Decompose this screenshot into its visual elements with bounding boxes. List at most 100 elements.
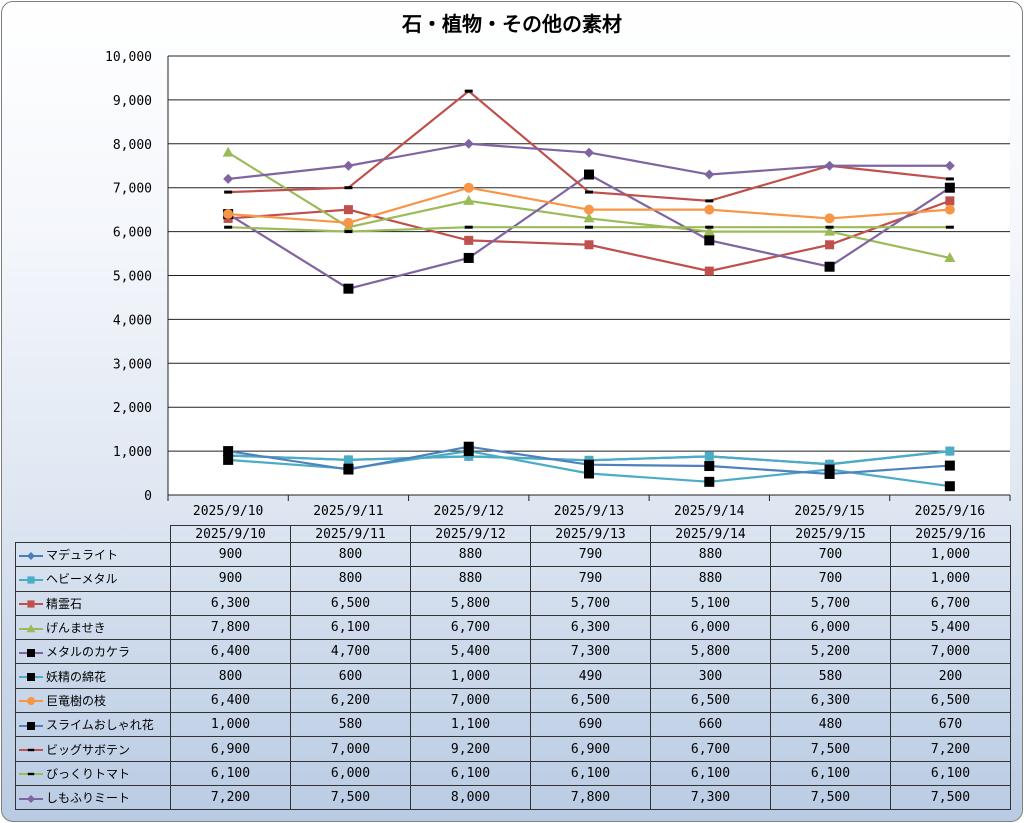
table-cell: 660 xyxy=(650,712,771,738)
x-tick-label: 2025/9/10 xyxy=(193,504,263,519)
data-point xyxy=(945,177,954,181)
legend-label: ヘビーメタル xyxy=(15,566,171,592)
legend-key xyxy=(19,748,43,752)
data-point xyxy=(464,235,474,245)
series-line xyxy=(223,441,955,479)
table-cell: 7,200 xyxy=(170,784,291,811)
data-point xyxy=(585,225,593,229)
data-point xyxy=(584,147,594,158)
legend-label: ビッグサボテン xyxy=(15,736,171,762)
data-point xyxy=(945,446,955,456)
series-name: げんませき xyxy=(46,621,106,636)
x-tick-label: 2025/9/13 xyxy=(554,504,624,519)
data-point xyxy=(464,451,474,461)
table-cell: 7,500 xyxy=(770,784,891,811)
data-point xyxy=(463,138,474,149)
data-point xyxy=(27,697,35,706)
table-cell: 5,400 xyxy=(410,639,531,665)
data-point xyxy=(584,204,594,215)
table-cell: 7,000 xyxy=(290,736,411,762)
data-point xyxy=(704,476,715,487)
y-tick-label: 5,000 xyxy=(113,270,152,285)
data-point xyxy=(27,773,35,776)
table-cell: 9,200 xyxy=(410,736,531,762)
table-cell: 5,700 xyxy=(770,590,891,616)
table-column-header: 2025/9/14 xyxy=(650,525,771,543)
table-column-header: 2025/9/16 xyxy=(890,525,1011,543)
data-point xyxy=(944,481,955,492)
legend-label: 妖精の綿花 xyxy=(15,663,171,689)
table-cell: 8,000 xyxy=(410,784,531,811)
table-column-header: 2025/9/15 xyxy=(770,525,891,543)
data-point xyxy=(223,446,234,457)
legend-label: 巨竜樹の枝 xyxy=(15,687,171,714)
table-cell: 6,900 xyxy=(170,736,291,762)
data-point xyxy=(704,169,715,180)
table-cell: 900 xyxy=(170,541,291,568)
data-point xyxy=(944,160,955,171)
table-column-header: 2025/9/13 xyxy=(530,525,651,543)
table-column-header: 2025/9/12 xyxy=(410,525,531,543)
data-point xyxy=(224,225,233,229)
series-name: しもふりミート xyxy=(46,791,131,806)
legend-label: メタルのカケラ xyxy=(15,639,171,665)
data-point xyxy=(463,441,474,452)
data-point xyxy=(27,794,35,803)
table-cell: 6,400 xyxy=(170,639,291,665)
table-cell: 6,700 xyxy=(650,736,771,762)
data-point xyxy=(343,160,354,171)
table-cell: 700 xyxy=(770,566,891,592)
data-point xyxy=(463,182,474,193)
legend-label: しもふりミート xyxy=(15,784,171,811)
table-cell: 6,100 xyxy=(410,760,531,786)
data-point xyxy=(223,454,234,465)
table-cell: 6,100 xyxy=(890,760,1011,786)
data-point xyxy=(704,266,714,276)
data-point xyxy=(343,217,354,228)
table-cell: 1,000 xyxy=(410,663,531,689)
table-cell: 5,800 xyxy=(410,590,531,616)
table-cell: 6,100 xyxy=(290,614,411,641)
data-point xyxy=(222,146,234,157)
table-row: びっくりトマト 6,100 6,000 6,100 6,100 6,100 6,100 6,1… xyxy=(15,760,1011,786)
data-point xyxy=(944,251,956,262)
legend-key xyxy=(19,773,43,776)
legend-label: スライムおしゃれ花 xyxy=(15,712,171,738)
table-row: 妖精の綿花 800 600 1,000 490 300 580 200 xyxy=(15,663,1011,689)
series-name: メタルのカケラ xyxy=(46,645,131,660)
data-point xyxy=(223,209,234,220)
data-point xyxy=(824,160,835,171)
data-point xyxy=(703,225,715,236)
table-cell: 7,500 xyxy=(770,736,891,762)
table-cell: 6,300 xyxy=(170,590,291,616)
series-name: 精霊石 xyxy=(46,596,83,611)
data-point xyxy=(464,225,473,229)
table-cell: 1,100 xyxy=(410,712,531,738)
data-point xyxy=(584,468,594,479)
legend-key xyxy=(19,673,43,682)
data-point xyxy=(583,212,595,223)
data-point xyxy=(463,194,475,205)
table-row: マデュライト 900 800 880 790 880 700 1,000 xyxy=(15,541,1011,568)
table-cell: 1,000 xyxy=(890,541,1011,568)
data-point xyxy=(584,459,594,470)
table-cell: 6,100 xyxy=(530,760,651,786)
y-tick-label: 10,000 xyxy=(105,50,152,65)
series-line xyxy=(223,182,955,228)
series-name: マデュライト xyxy=(46,548,119,563)
data-point xyxy=(27,721,35,730)
data-point xyxy=(343,464,354,475)
y-tick-label: 2,000 xyxy=(113,401,152,416)
table-row: ビッグサボテン 6,900 7,000 9,200 6,900 6,700 7,500 7,2… xyxy=(15,736,1011,762)
y-tick-label: 8,000 xyxy=(113,138,152,153)
data-point xyxy=(944,204,955,215)
legend-key xyxy=(19,576,43,584)
table-cell: 6,300 xyxy=(770,687,891,714)
data-point xyxy=(945,196,955,206)
data-point xyxy=(463,252,474,263)
series-name: ヘビーメタル xyxy=(46,572,118,587)
data-point xyxy=(825,240,835,250)
legend-key xyxy=(19,697,43,706)
x-tick-label: 2025/9/16 xyxy=(915,504,985,519)
